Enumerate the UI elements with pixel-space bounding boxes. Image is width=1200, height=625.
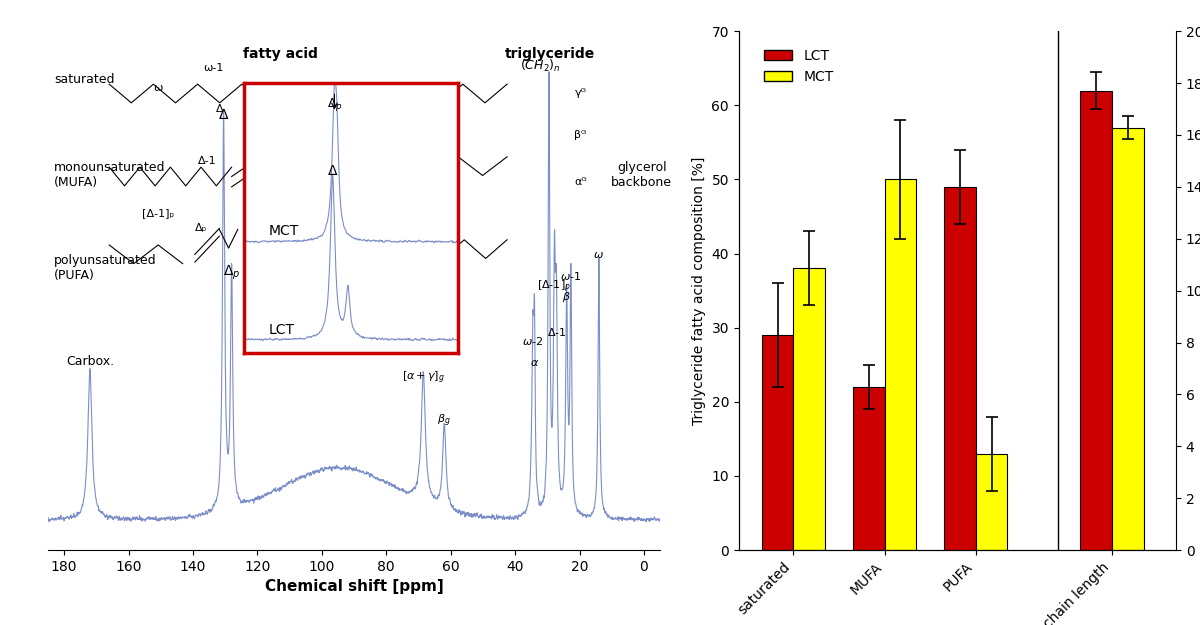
Text: $\alpha$: $\alpha$ bbox=[530, 358, 539, 368]
Text: $\omega\text{-}1$: $\omega\text{-}1$ bbox=[560, 270, 582, 282]
Text: $[\Delta\text{-}1]_p$: $[\Delta\text{-}1]_p$ bbox=[538, 279, 571, 295]
X-axis label: Chemical shift [ppm]: Chemical shift [ppm] bbox=[265, 579, 444, 594]
Text: polyunsaturated
(PUFA): polyunsaturated (PUFA) bbox=[54, 254, 157, 282]
Text: triglyceride: triglyceride bbox=[505, 47, 595, 61]
Text: β: β bbox=[424, 94, 431, 104]
Text: βᴳ: βᴳ bbox=[575, 130, 587, 140]
Text: monounsaturated
(MUFA): monounsaturated (MUFA) bbox=[54, 161, 166, 189]
Text: Δ: Δ bbox=[216, 104, 223, 114]
Bar bbox=[976, 454, 1008, 550]
Text: $\omega$: $\omega$ bbox=[594, 251, 605, 261]
Bar bbox=[1080, 91, 1112, 550]
Text: $\Delta\text{-}1$: $\Delta\text{-}1$ bbox=[546, 326, 566, 338]
Text: $\Delta_p$: $\Delta_p$ bbox=[223, 264, 240, 282]
Text: Δ-1: Δ-1 bbox=[198, 156, 216, 166]
Bar bbox=[884, 179, 917, 550]
Y-axis label: Triglyceride fatty acid composition [%]: Triglyceride fatty acid composition [%] bbox=[692, 156, 706, 425]
Bar bbox=[853, 387, 884, 550]
Text: αᴳ: αᴳ bbox=[574, 177, 587, 187]
Text: ω-1: ω-1 bbox=[203, 62, 223, 72]
Text: α: α bbox=[412, 156, 419, 166]
Text: $\omega\text{-}2$: $\omega\text{-}2$ bbox=[522, 335, 544, 347]
Text: Δₚ: Δₚ bbox=[194, 223, 208, 233]
Legend: LCT, MCT: LCT, MCT bbox=[758, 43, 839, 89]
Text: glycerol
backbone: glycerol backbone bbox=[611, 161, 672, 189]
Text: $[\alpha+\gamma]_g$: $[\alpha+\gamma]_g$ bbox=[402, 369, 445, 386]
Text: Carbox.: Carbox. bbox=[66, 356, 114, 368]
Text: saturated: saturated bbox=[54, 72, 115, 86]
Text: fatty acid: fatty acid bbox=[244, 47, 318, 61]
Text: $\beta$: $\beta$ bbox=[563, 289, 571, 304]
Bar bbox=[793, 268, 826, 550]
Text: $\beta_g$: $\beta_g$ bbox=[437, 412, 451, 429]
Text: $\Delta$: $\Delta$ bbox=[218, 108, 229, 122]
Bar bbox=[762, 335, 793, 550]
Text: γᴳ: γᴳ bbox=[575, 89, 587, 99]
Text: ω: ω bbox=[154, 83, 163, 93]
Bar bbox=[943, 187, 976, 550]
Text: [Δ-1]ₚ: [Δ-1]ₚ bbox=[142, 208, 174, 217]
Text: $(CH_2)_n$: $(CH_2)_n$ bbox=[521, 58, 562, 74]
Bar bbox=[1112, 127, 1144, 550]
